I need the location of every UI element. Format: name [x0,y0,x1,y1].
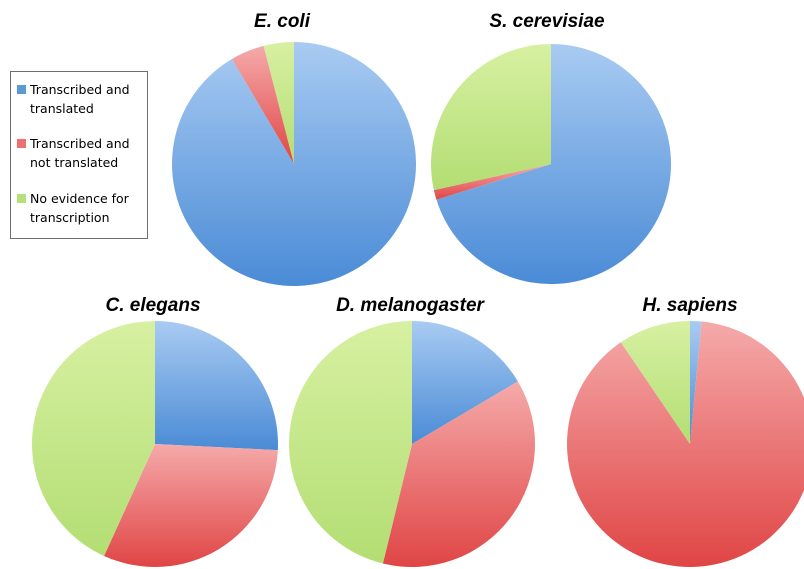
pie-slice-h-sapiens-no-evidence-for-transcription [620,321,690,444]
pie-title-s-cerevisiae: S. cerevisiae [489,11,605,32]
pie-slice-h-sapiens-transcribed-and-not-translated [566,321,804,567]
legend-swatch-no-evidence [17,194,26,203]
legend-item-transcribed-translated: Transcribed and translated [17,80,148,118]
pie-slice-c-elegans-no-evidence-for-transcription [32,321,155,556]
pie-title-h-sapiens: H. sapiens [642,295,737,316]
pie-slice-c-elegans-transcribed-and-translated [155,321,278,451]
legend-label: Transcribed and not translated [30,136,130,170]
pie-slice-e-coli-transcribed-and-translated [172,41,417,286]
legend-label: Transcribed and translated [30,82,130,116]
pie-slice-s-cerevisiae-transcribed-and-not-translated [433,164,551,200]
pie-slice-d-melanogaster-transcribed-and-translated [412,321,518,444]
pie-slice-d-melanogaster-no-evidence-for-transcription [289,321,412,564]
pie-slice-s-cerevisiae-transcribed-and-translated [436,44,672,284]
pie-title-d-melanogaster: D. melanogaster [336,295,485,316]
pie-slice-h-sapiens-transcribed-and-translated [690,321,702,444]
pie-title-e-coli: E. coli [254,11,311,32]
legend-swatch-transcribed-not-translated [17,139,26,148]
pie-slice-s-cerevisiae-no-evidence-for-transcription [430,44,551,191]
legend-label: No evidence for transcription [30,191,129,225]
pie-slice-d-melanogaster-transcribed-and-not-translated [382,381,535,567]
pie-slice-e-coli-no-evidence-for-transcription [263,42,294,164]
legend: Transcribed and translated Transcribed a… [10,71,148,239]
pie-h-sapiens [566,321,804,567]
legend-item-transcribed-not-translated: Transcribed and not translated [17,134,148,172]
legend-item-no-evidence: No evidence for transcription [17,189,148,227]
pie-slice-c-elegans-transcribed-and-not-translated [104,444,278,567]
pie-c-elegans [32,321,278,567]
pie-title-c-elegans: C. elegans [105,295,200,316]
pie-d-melanogaster [289,321,535,567]
pie-s-cerevisiae [430,44,672,284]
pie-slice-e-coli-transcribed-and-not-translated [231,45,294,164]
legend-swatch-transcribed-translated [17,85,26,94]
pie-e-coli [172,41,417,286]
